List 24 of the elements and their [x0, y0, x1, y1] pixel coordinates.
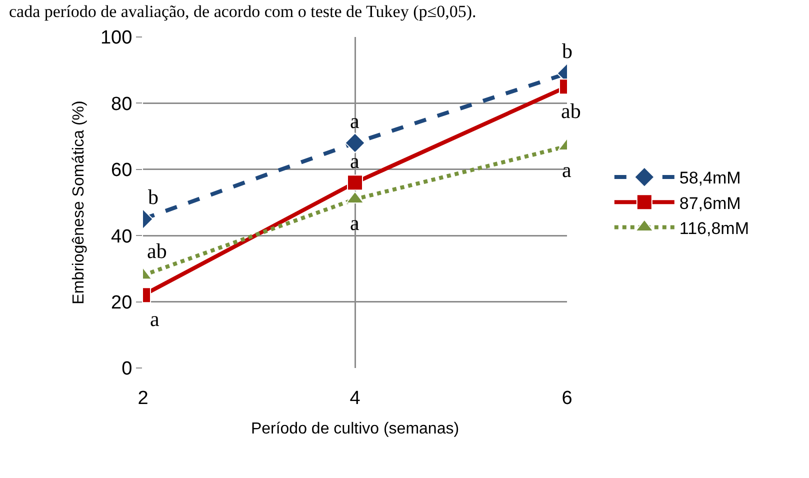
y-tick-label: 0 — [122, 358, 132, 380]
legend-label: 87,6mM — [679, 194, 741, 213]
annotation: a — [350, 211, 360, 235]
x-tick-label: 2 — [138, 388, 148, 409]
annotation: a — [150, 307, 160, 331]
y-axis-title: Embriogênese Somática (%) — [70, 100, 88, 304]
annotation: a — [562, 158, 572, 182]
legend-label: 58,4mM — [679, 168, 741, 188]
x-tick-label: 6 — [562, 388, 572, 409]
y-tick-label: 40 — [111, 226, 132, 248]
x-axis-title: Período de cultivo (semanas) — [250, 420, 460, 438]
y-tick-label: 20 — [111, 292, 132, 314]
annotation: b — [148, 185, 158, 209]
x-tick-label: 4 — [350, 388, 361, 409]
annotation: a — [350, 149, 360, 173]
text: cada período de avaliação, de acordo com o teste de Tukey (p≤0,05). — [9, 2, 476, 21]
y-tick-label: 80 — [111, 94, 132, 115]
annotation: ab — [561, 99, 581, 123]
legend-label: 116,8mM — [679, 218, 750, 238]
annotation: b — [562, 39, 572, 63]
annotation: ab — [147, 239, 167, 263]
y-tick-label: 60 — [111, 160, 132, 182]
y-tick-label: 100 — [100, 28, 132, 49]
annotation: a — [350, 109, 360, 133]
